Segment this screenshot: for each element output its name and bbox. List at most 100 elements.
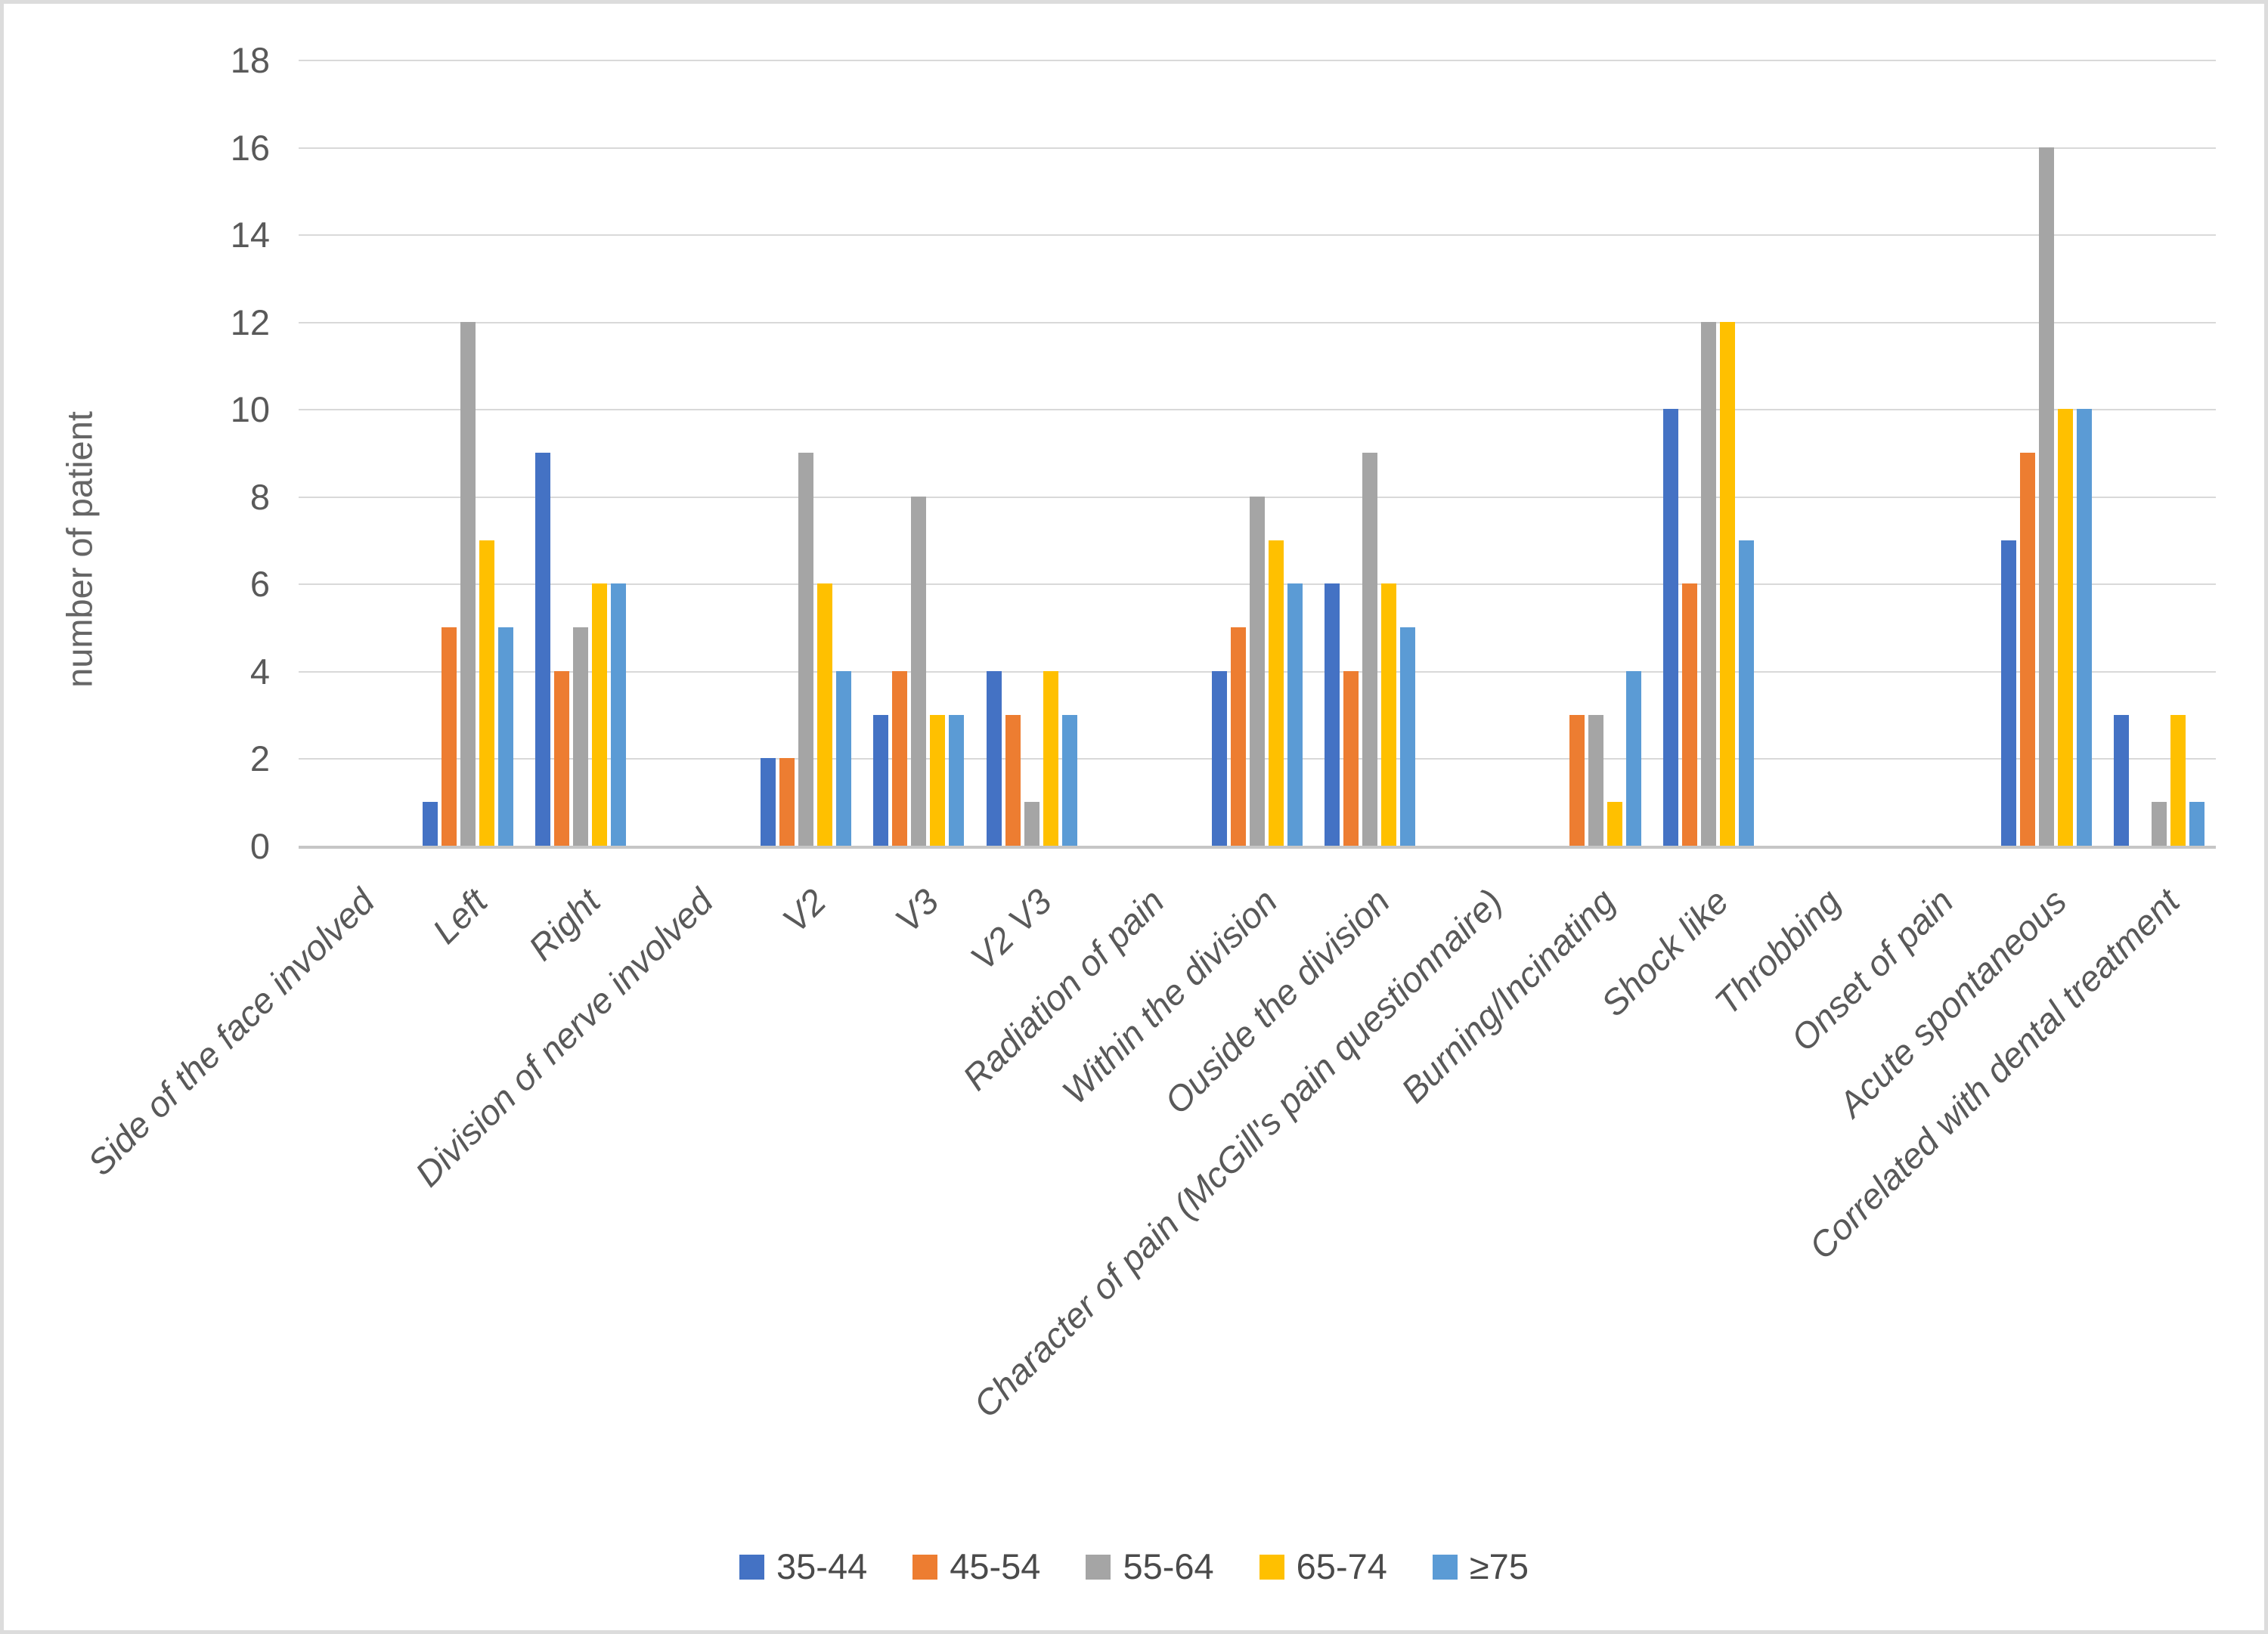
x-axis-line xyxy=(299,846,2216,849)
bar-series3-cat11 xyxy=(1606,802,1622,846)
bar-series1-cat8 xyxy=(1230,627,1246,846)
legend-label: 45-54 xyxy=(950,1546,1041,1586)
bar-series3-cat15 xyxy=(2058,409,2074,846)
bar-series3-cat9 xyxy=(1381,583,1397,846)
bar-series2-cat15 xyxy=(2039,147,2055,846)
bar-series1-cat11 xyxy=(1569,715,1585,846)
bar-series4-cat11 xyxy=(1625,671,1641,846)
y-tick-label: 6 xyxy=(249,564,270,604)
y-tick-label: 16 xyxy=(230,128,270,168)
legend-label: 65-74 xyxy=(1296,1546,1387,1586)
bar-series3-cat8 xyxy=(1268,540,1284,846)
bar-cluster xyxy=(637,60,750,846)
bar-series2-cat9 xyxy=(1362,453,1378,846)
bar-series2-cat11 xyxy=(1588,715,1603,846)
legend-item-2: 45-54 xyxy=(912,1547,1040,1586)
bar-cluster xyxy=(1088,60,1201,846)
bar-series4-cat6 xyxy=(1061,715,1077,846)
legend: 35-44 45-54 55-64 65-74 ≥75 xyxy=(4,1547,2264,1586)
x-tick-label: Side of the face involved xyxy=(80,880,383,1184)
bar-series4-cat12 xyxy=(1738,540,1754,846)
bar-cluster xyxy=(411,60,524,846)
bar-series0-cat8 xyxy=(1211,671,1227,846)
bar-series3-cat12 xyxy=(1719,322,1735,846)
x-tick-label: V3 xyxy=(887,880,947,940)
bar-series4-cat9 xyxy=(1400,627,1416,846)
bar-series3-cat5 xyxy=(930,715,946,846)
bar-series2-cat6 xyxy=(1024,802,1040,846)
y-tick-label: 4 xyxy=(249,651,270,692)
bar-cluster xyxy=(1427,60,1539,846)
x-tick-label: V2 xyxy=(774,880,834,940)
bar-series3-cat16 xyxy=(2170,715,2186,846)
bar-series0-cat6 xyxy=(986,671,1002,846)
bar-chart: 0 2 4 6 8 10 12 14 16 18 number of patient Side o… xyxy=(4,4,2264,1630)
bar-series3-cat2 xyxy=(591,583,607,846)
bar-series1-cat9 xyxy=(1343,671,1359,846)
bar-series0-cat4 xyxy=(761,758,776,846)
bar-cluster xyxy=(1652,60,1765,846)
bar-series4-cat8 xyxy=(1287,583,1303,846)
y-tick-label: 12 xyxy=(230,302,270,342)
bar-series0-cat1 xyxy=(422,802,438,846)
bar-cluster xyxy=(1314,60,1427,846)
legend-label: ≥75 xyxy=(1469,1546,1529,1586)
legend-item-4: 65-74 xyxy=(1259,1547,1387,1586)
y-tick-label: 10 xyxy=(230,389,270,429)
y-tick-label: 18 xyxy=(230,40,270,80)
bar-series2-cat1 xyxy=(460,322,476,846)
bar-series1-cat12 xyxy=(1681,583,1697,846)
legend-swatch-icon xyxy=(912,1554,938,1580)
gridline xyxy=(299,147,2216,149)
legend-item-5: ≥75 xyxy=(1432,1546,1529,1586)
bar-cluster xyxy=(1765,60,1877,846)
legend-swatch-icon xyxy=(1432,1554,1458,1580)
bar-series0-cat2 xyxy=(534,453,550,846)
bar-cluster xyxy=(1539,60,1652,846)
bar-cluster xyxy=(1877,60,1990,846)
bar-cluster xyxy=(750,60,863,846)
x-tick-label: Character of pain (McGill's pain questio… xyxy=(965,880,1510,1425)
bar-series4-cat5 xyxy=(949,715,965,846)
gridline xyxy=(299,409,2216,410)
bar-series0-cat12 xyxy=(1662,409,1678,846)
legend-item-3: 55-64 xyxy=(1086,1546,1214,1586)
bar-series3-cat4 xyxy=(817,583,833,846)
x-tick-label: Radiation of pain xyxy=(954,880,1172,1098)
bar-series4-cat2 xyxy=(610,583,626,846)
y-tick-label: 0 xyxy=(249,826,270,866)
y-tick-label: 2 xyxy=(249,738,270,778)
bar-series1-cat1 xyxy=(441,627,457,846)
bar-cluster xyxy=(524,60,637,846)
bar-cluster xyxy=(863,60,975,846)
x-tick-label: Within the division xyxy=(1054,880,1285,1112)
bar-series1-cat4 xyxy=(779,758,795,846)
legend-label: 55-64 xyxy=(1123,1546,1214,1586)
bar-cluster xyxy=(1201,60,1313,846)
bar-series2-cat4 xyxy=(798,453,814,846)
bar-series0-cat9 xyxy=(1325,583,1340,846)
legend-swatch-icon xyxy=(739,1554,765,1580)
bar-series1-cat6 xyxy=(1005,715,1021,846)
gridline xyxy=(299,322,2216,323)
bar-series0-cat15 xyxy=(2001,540,2017,846)
x-tick-label: Right xyxy=(520,880,609,968)
bar-series0-cat5 xyxy=(873,715,889,846)
bar-series2-cat16 xyxy=(2152,802,2167,846)
bar-series3-cat1 xyxy=(479,540,494,846)
bar-cluster xyxy=(2103,60,2216,846)
x-tick-label: Burning/Incinating xyxy=(1393,880,1623,1111)
y-tick-label: 8 xyxy=(249,477,270,517)
bar-series4-cat4 xyxy=(836,671,852,846)
bar-cluster xyxy=(1991,60,2103,846)
bar-series1-cat15 xyxy=(2020,453,2036,846)
bar-series1-cat5 xyxy=(892,671,908,846)
bar-cluster xyxy=(299,60,411,846)
gridline xyxy=(299,60,2216,61)
bar-series2-cat5 xyxy=(911,497,927,846)
bar-series4-cat15 xyxy=(2077,409,2093,846)
bar-series4-cat16 xyxy=(2189,802,2205,846)
bar-series2-cat12 xyxy=(1700,322,1716,846)
bar-series3-cat6 xyxy=(1043,671,1058,846)
